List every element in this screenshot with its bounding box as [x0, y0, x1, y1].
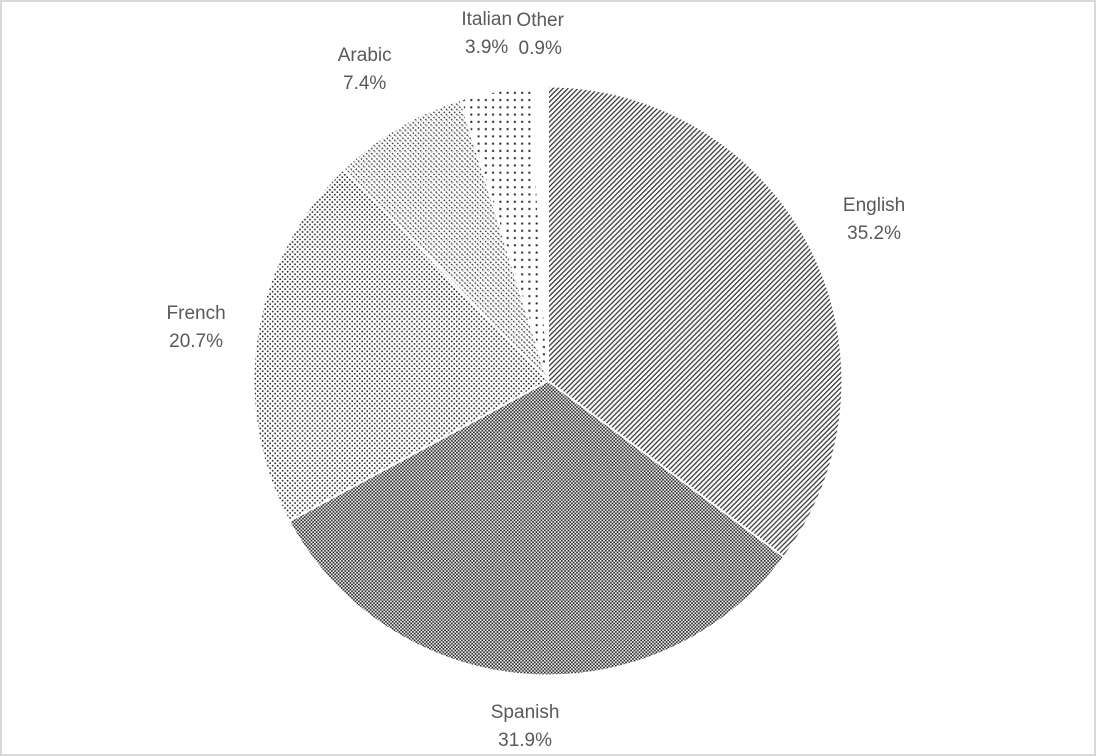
pie-slice-english[interactable]	[547, 85, 844, 559]
pie-slice-french[interactable]	[252, 167, 550, 523]
pie-slices-group	[252, 85, 844, 677]
pie-slice-other[interactable]	[530, 85, 549, 382]
pie-slice-arabic[interactable]	[342, 98, 549, 382]
